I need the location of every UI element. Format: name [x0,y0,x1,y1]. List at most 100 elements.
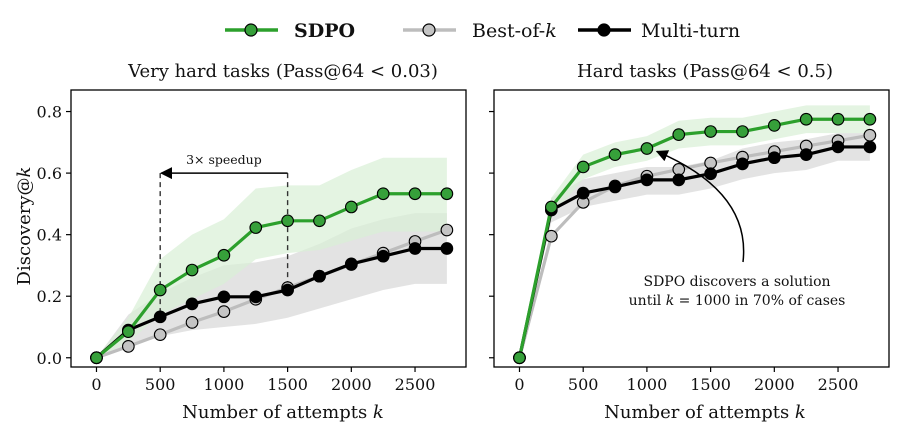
point-multiturn-1750 [313,269,326,283]
point-sdpo-2250 [376,187,390,201]
point-multiturn-2000 [767,151,781,165]
point-multiturn-1000 [217,290,231,304]
legend-label-sdpo: SDPO [294,20,355,42]
band-multiturn [96,213,447,358]
plot-frame [70,89,467,368]
point-sdpo-2500 [831,112,845,126]
point-sdpo-500 [576,160,590,174]
point-multiturn-2250 [376,249,390,263]
x-tick-label-2500: 2500 [818,375,859,394]
x-tick-label-1000: 1000 [627,375,668,394]
band-sdpo [519,105,870,358]
series-markers [90,187,454,365]
point-sdpo-2250 [799,112,813,126]
point-bestofk-2750 [863,128,877,142]
point-multiturn-1750 [736,157,749,171]
point-sdpo-1000 [217,248,231,262]
x-tick-label-500: 500 [145,375,176,394]
legend-item-best-of-k[interactable]: Best-of-k [403,20,557,42]
discovery-label-line-1: SDPO discovers a solution [643,274,830,290]
axes-hard: 0 500 1000 1500 2000 2500 [489,89,890,394]
point-sdpo-2750 [440,187,454,201]
point-sdpo-250 [121,325,135,338]
point-bestofk-2750 [440,223,454,237]
x-axis-label-very-hard: Number of attempts k [182,402,384,423]
panel-hard: Hard tasks (Pass@64 < 0.5) SDPO discover… [489,61,890,423]
series-markers [513,112,877,365]
confidence-bands [96,157,447,358]
legend-label-best-of-k: Best-of-k [472,20,557,42]
axes-very-hard: 0 500 1000 1500 2000 2500 0.0 0.2 0.4 0.6 0.8 [37,89,467,394]
point-sdpo-750 [608,148,622,161]
point-sdpo-0 [90,351,103,365]
point-sdpo-1250 [672,128,686,141]
point-sdpo-1750 [313,214,326,228]
point-bestofk-250 [121,340,135,353]
legend-item-sdpo[interactable]: SDPO [225,20,355,42]
legend-swatch-best-of-k-marker [422,23,436,37]
y-tick-label-0.6: 0.6 [37,164,62,183]
point-bestofk-500 [153,328,167,342]
y-tick-label-0.4: 0.4 [37,226,62,245]
y-axis-label: Discovery@k [14,167,35,286]
x-tick-label-2000: 2000 [331,375,372,394]
x-tick-label-1000: 1000 [204,375,245,394]
point-multiturn-750 [608,180,622,194]
point-multiturn-2250 [799,148,813,161]
panel-very-hard: Very hard tasks (Pass@64 < 0.03) 3× spee… [14,61,467,423]
point-sdpo-250 [544,200,558,214]
point-sdpo-2750 [863,112,877,126]
point-multiturn-2750 [863,140,877,154]
legend-label-multi-turn: Multi-turn [641,20,740,42]
point-sdpo-750 [185,263,199,277]
plot-frame [493,89,890,368]
point-multiturn-1500 [281,283,294,297]
discovery-arrow [655,150,745,263]
panel-title-hard: Hard tasks (Pass@64 < 0.5) [577,61,833,82]
point-multiturn-500 [153,310,167,324]
point-sdpo-1500 [281,214,294,228]
point-multiturn-1000 [640,173,654,187]
x-tick-label-2000: 2000 [754,375,795,394]
point-multiturn-1250 [672,173,686,187]
x-axis-label-hard: Number of attempts k [604,402,806,423]
point-multiturn-2000 [344,257,358,271]
point-sdpo-2000 [344,200,358,214]
point-sdpo-1250 [249,221,263,234]
x-tick-label-1500: 1500 [267,375,308,394]
point-bestofk-1000 [217,305,231,318]
legend-swatch-multi-turn-marker [597,23,611,37]
point-multiturn-1500 [704,167,717,181]
point-sdpo-1500 [704,125,717,138]
legend-item-multi-turn[interactable]: Multi-turn [578,20,740,42]
x-tick-label-1500: 1500 [690,375,731,394]
x-tick-label-2500: 2500 [395,375,436,394]
point-sdpo-2500 [408,187,422,201]
point-sdpo-0 [513,351,526,365]
panel-title-very-hard: Very hard tasks (Pass@64 < 0.03) [127,61,438,82]
discovery-label-line-2: until k = 1000 in 70% of cases [629,293,846,309]
point-multiturn-750 [185,297,199,311]
point-bestofk-1500 [704,156,717,170]
y-tick-label-0.2: 0.2 [37,287,62,306]
point-sdpo-1000 [640,142,654,155]
point-multiturn-2500 [408,242,422,255]
point-multiturn-2750 [440,242,454,255]
y-tick-label-0.8: 0.8 [37,103,62,122]
x-tick-label-0: 0 [514,375,524,394]
point-multiturn-1250 [249,290,263,304]
point-bestofk-1250 [672,163,686,176]
y-tick-label-0: 0.0 [37,349,62,368]
point-bestofk-250 [544,229,558,243]
point-sdpo-500 [153,283,167,297]
legend: SDPO Best-of-k Multi-turn [225,20,740,42]
discovery-annotation: SDPO discovers a solution until k = 1000 … [629,150,846,309]
point-sdpo-2000 [767,119,781,132]
legend-swatch-sdpo-marker [244,23,258,37]
point-multiturn-500 [576,186,590,200]
point-sdpo-1750 [736,125,749,138]
band-sdpo [96,157,447,358]
point-bestofk-750 [185,316,199,329]
x-tick-label-500: 500 [568,375,599,394]
